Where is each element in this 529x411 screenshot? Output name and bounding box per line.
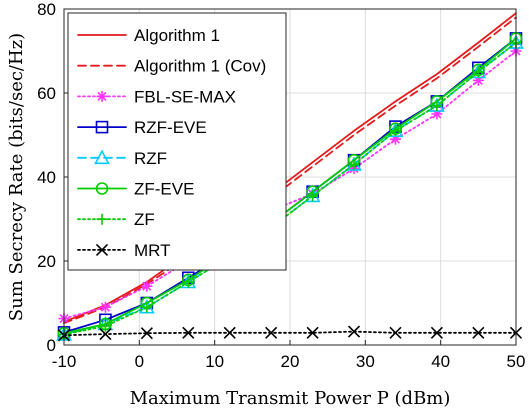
y-tick-label: 60 <box>37 84 56 103</box>
legend-label: ZF <box>134 210 155 229</box>
legend-label: MRT <box>134 241 171 260</box>
legend-label: Algorithm 1 (Cov) <box>134 57 266 76</box>
legend-item: RZF <box>77 149 167 168</box>
data-point <box>307 190 319 202</box>
data-point <box>182 276 194 288</box>
x-tick-label: 30 <box>356 352 375 371</box>
legend-item: RZF-EVE <box>77 118 207 137</box>
x-tick-label: -10 <box>52 352 77 371</box>
data-point <box>95 120 109 134</box>
data-point <box>99 320 111 332</box>
data-point <box>182 326 195 339</box>
data-point <box>96 213 108 225</box>
x-tick-label: 20 <box>281 352 300 371</box>
data-point <box>430 326 443 339</box>
data-point <box>347 325 361 338</box>
legend-box <box>67 12 287 271</box>
x-tick-label: 40 <box>431 352 450 371</box>
data-point <box>95 182 109 195</box>
y-tick-label: 20 <box>37 252 56 271</box>
series-line <box>63 41 517 336</box>
x-tick-label: 0 <box>135 352 144 371</box>
legend-label: ZF-EVE <box>134 180 194 199</box>
legend: Algorithm 1 Algorithm 1 (Cov) FBL-SE-MAX RZ… <box>67 12 287 271</box>
legend-label: FBL-SE-MAX <box>134 87 236 106</box>
series-algorithm-1-cov <box>63 16 517 325</box>
y-tick-label: 0 <box>47 336 56 355</box>
legend-item: ZF-EVE <box>77 180 194 199</box>
legend-item: Algorithm 1 <box>77 26 220 45</box>
data-point <box>431 100 443 112</box>
data-point <box>141 280 153 292</box>
series-line <box>63 50 517 320</box>
legend-item: MRT <box>77 241 171 260</box>
series-algorithm-1 <box>63 12 517 323</box>
data-point <box>472 326 485 339</box>
data-point <box>472 74 484 86</box>
data-point <box>95 243 109 256</box>
legend-label: Algorithm 1 <box>134 26 220 45</box>
x-tick-label: 10 <box>205 352 224 371</box>
data-point <box>265 326 278 339</box>
y-tick-label: 40 <box>37 168 56 187</box>
series-line <box>63 330 517 337</box>
data-point <box>389 326 402 339</box>
data-point <box>223 326 236 339</box>
x-tick-label: 50 <box>507 352 526 371</box>
series-line <box>63 12 517 323</box>
y-axis-label: Sum Secrecy Rate (bits/sec/Hz) <box>6 33 27 321</box>
legend-item: FBL-SE-MAX <box>77 87 236 106</box>
data-point <box>348 158 360 170</box>
legend-item: Algorithm 1 (Cov) <box>77 57 266 76</box>
x-axis-label: Maximum Transmit Power P (dBm) <box>130 388 451 409</box>
series-mrt <box>57 325 523 342</box>
data-point <box>94 149 110 165</box>
series-line <box>63 37 517 335</box>
data-point <box>141 301 153 313</box>
legend-item: ZF <box>77 210 155 229</box>
legend-label: RZF-EVE <box>134 118 207 137</box>
data-point <box>99 301 111 313</box>
data-point <box>140 327 153 340</box>
data-point <box>389 133 401 145</box>
data-point <box>306 326 319 339</box>
data-point <box>472 66 484 78</box>
data-point <box>389 125 401 137</box>
data-point <box>96 90 108 102</box>
y-tick-label: 80 <box>37 0 56 19</box>
data-point <box>99 328 112 341</box>
legend-label: RZF <box>134 149 167 168</box>
series-line <box>63 16 517 325</box>
data-point <box>431 108 443 120</box>
